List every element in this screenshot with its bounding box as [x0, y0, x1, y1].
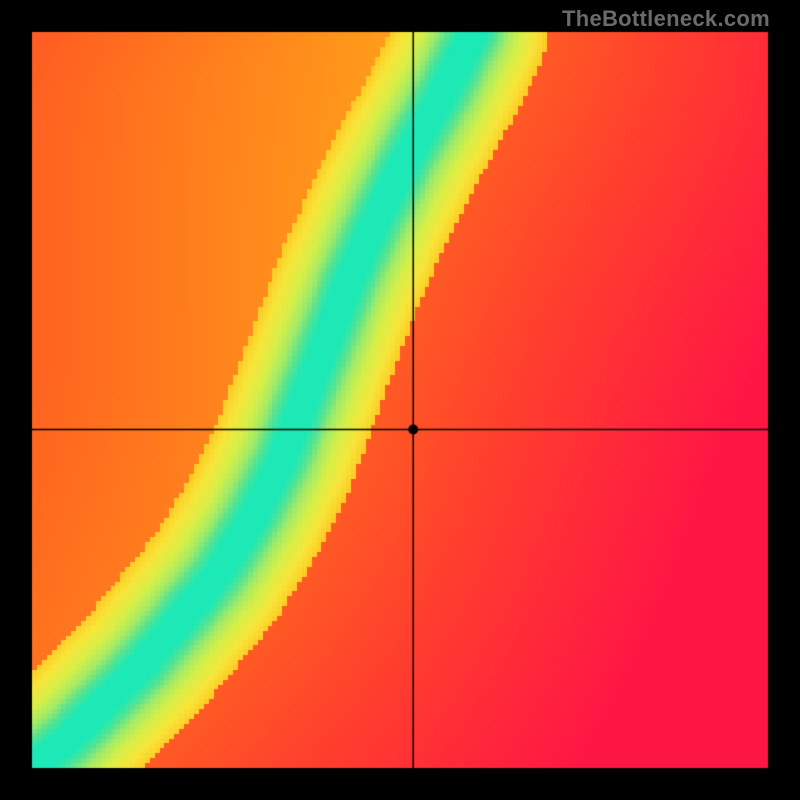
- bottleneck-heatmap: [0, 0, 800, 800]
- watermark-text: TheBottleneck.com: [562, 6, 770, 32]
- chart-container: { "watermark": { "text": "TheBottleneck.…: [0, 0, 800, 800]
